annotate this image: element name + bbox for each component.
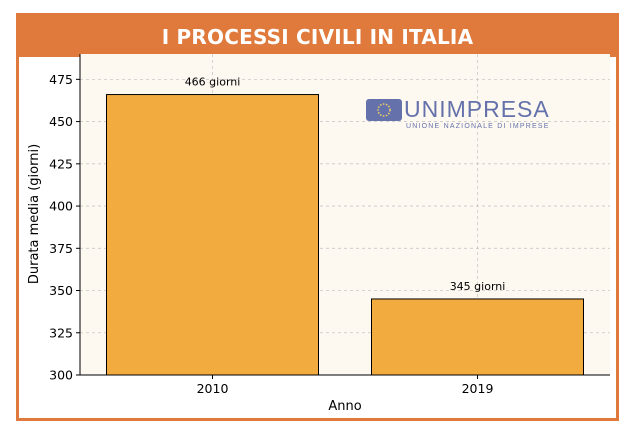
bar-2019 bbox=[371, 298, 584, 376]
data-label: 345 giorni bbox=[450, 280, 506, 293]
y-tick-label: 425 bbox=[49, 156, 73, 171]
x-tick-label: 2010 bbox=[197, 381, 229, 396]
eu-flag-icon bbox=[366, 99, 402, 121]
y-tick-label: 400 bbox=[49, 199, 73, 214]
y-tick-label: 475 bbox=[49, 72, 73, 87]
y-tick-label: 325 bbox=[49, 325, 73, 340]
y-tick-label: 350 bbox=[49, 283, 73, 298]
title-banner: I PROCESSI CIVILI IN ITALIA bbox=[19, 16, 616, 57]
bar-2010 bbox=[106, 94, 319, 376]
logo-tagline: UNIONE NAZIONALE DI IMPRESE bbox=[406, 123, 550, 130]
x-tick-label: 2019 bbox=[462, 381, 494, 396]
logo-name: UNIMPRESA bbox=[404, 96, 550, 122]
x-ticks: 2010 2019 bbox=[197, 375, 494, 396]
x-axis-label: Anno bbox=[328, 399, 361, 414]
page-title: I PROCESSI CIVILI IN ITALIA bbox=[161, 24, 474, 49]
y-axis-label: Durata media (giorni) bbox=[27, 144, 42, 284]
data-label: 466 giorni bbox=[185, 76, 241, 89]
eu-stars-icon bbox=[377, 103, 391, 117]
grid-lines bbox=[80, 54, 610, 375]
y-tick-label: 375 bbox=[49, 241, 73, 256]
bars: 466 giorni 345 giorni bbox=[106, 76, 584, 376]
y-tick-label: 450 bbox=[49, 114, 73, 129]
unimpresa-logo: UNIMPRESA UNIONE NAZIONALE DI IMPRESE bbox=[366, 96, 550, 130]
y-ticks: 300 325 350 375 400 425 450 475 bbox=[49, 72, 80, 383]
y-tick-label: 300 bbox=[49, 368, 73, 383]
